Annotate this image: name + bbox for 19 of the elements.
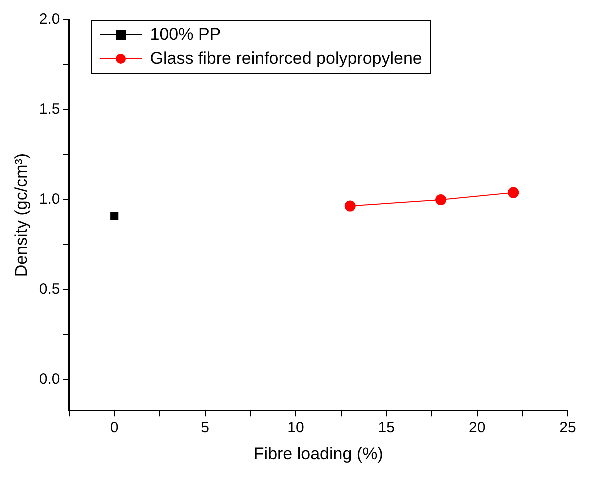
x-tick-label: 5 — [201, 420, 210, 437]
legend-label: 100% PP — [150, 24, 222, 46]
x-tick-label: 25 — [560, 420, 576, 437]
point — [110, 212, 119, 220]
x-tick-label: 15 — [378, 420, 395, 437]
y-tick-label: 0.0 — [39, 371, 60, 388]
x-tick-label: 0 — [110, 420, 119, 437]
point — [508, 187, 520, 198]
y-tick-label: 1.0 — [39, 191, 60, 208]
x-axis-title: Fibre loading (%) — [254, 444, 384, 464]
legend-label: Glass fibre reinforced polypropylene — [150, 48, 422, 70]
x-tick-label: 10 — [288, 420, 304, 437]
point — [344, 200, 356, 212]
y-tick-label: 2.0 — [39, 11, 60, 28]
point — [436, 194, 447, 206]
x-tick-label: 20 — [468, 420, 486, 437]
y-tick-label: 1.5 — [39, 101, 60, 118]
y-axis-title: Density (gc/cm³) — [12, 153, 31, 278]
y-tick-label: 0.5 — [39, 281, 60, 298]
